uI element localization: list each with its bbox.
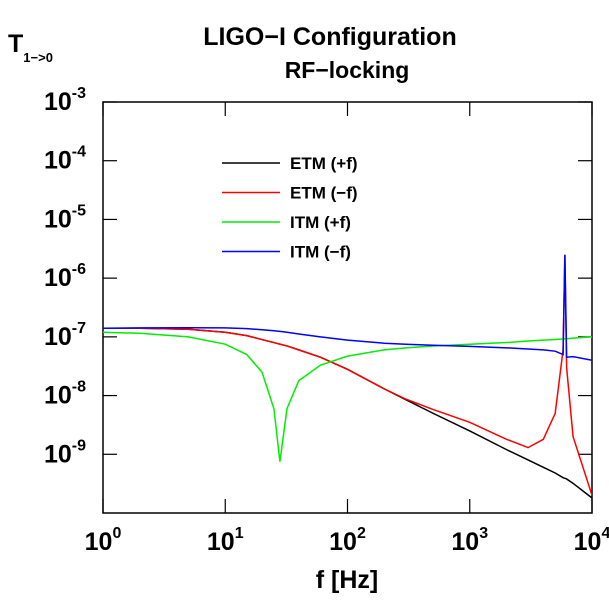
legend-label: ITM (−f) bbox=[290, 243, 351, 262]
tick-label-exp: -7 bbox=[72, 320, 86, 337]
tick-label-exp: -8 bbox=[72, 379, 86, 396]
y-axis-label-main: T bbox=[8, 30, 23, 58]
series-line bbox=[103, 331, 592, 462]
tick-label-exp: -4 bbox=[72, 144, 86, 161]
x-axis-label: f [Hz] bbox=[316, 566, 378, 594]
chart-title: LIGO−I Configuration bbox=[203, 23, 456, 51]
tick-label-exp: -6 bbox=[72, 261, 86, 278]
tick-label-exp: 1 bbox=[235, 525, 244, 542]
tick-label-base: 10 bbox=[451, 528, 479, 556]
tick-label-base: 10 bbox=[44, 205, 72, 233]
tick-label: 10-7 bbox=[44, 320, 86, 351]
tick-label-exp: 0 bbox=[112, 525, 121, 542]
tick-label: 100 bbox=[85, 525, 122, 556]
tick-label-exp: -3 bbox=[72, 85, 86, 102]
tick-label-exp: 4 bbox=[601, 525, 609, 542]
series-line bbox=[103, 327, 592, 499]
tick-label: 102 bbox=[329, 525, 366, 556]
tick-label-base: 10 bbox=[44, 382, 72, 410]
tick-label: 10-4 bbox=[44, 144, 86, 175]
tick-label: 104 bbox=[574, 525, 609, 556]
tick-label-exp: -5 bbox=[72, 202, 86, 219]
tick-label: 10-3 bbox=[44, 85, 86, 116]
tick-label: 10-8 bbox=[44, 379, 86, 410]
tick-label: 103 bbox=[451, 525, 488, 556]
tick-label-exp: 3 bbox=[479, 525, 488, 542]
tick-label-base: 10 bbox=[574, 528, 602, 556]
series-line bbox=[103, 254, 592, 361]
series-line bbox=[103, 254, 592, 496]
tick-label-base: 10 bbox=[207, 528, 235, 556]
tick-label-base: 10 bbox=[44, 440, 72, 468]
tick-label: 101 bbox=[207, 525, 244, 556]
legend-label: ITM (+f) bbox=[290, 213, 351, 232]
tick-label-base: 10 bbox=[329, 528, 357, 556]
y-axis-label: T1−>0 bbox=[8, 30, 53, 65]
y-axis-label-sub: 1−>0 bbox=[23, 50, 53, 65]
tick-label: 10-6 bbox=[44, 261, 86, 292]
tick-label-base: 10 bbox=[44, 264, 72, 292]
tick-label-base: 10 bbox=[44, 323, 72, 351]
tick-label: 10-9 bbox=[44, 437, 86, 468]
tick-label-exp: 2 bbox=[357, 525, 366, 542]
tick-label-base: 10 bbox=[44, 147, 72, 175]
tick-label-exp: -9 bbox=[72, 437, 86, 454]
legend-label: ETM (+f) bbox=[290, 154, 358, 173]
chart-subtitle: RF−locking bbox=[285, 57, 410, 83]
tick-label-base: 10 bbox=[44, 88, 72, 116]
tick-label-base: 10 bbox=[85, 528, 113, 556]
legend-label: ETM (−f) bbox=[290, 184, 358, 203]
tick-label: 10-5 bbox=[44, 202, 86, 233]
